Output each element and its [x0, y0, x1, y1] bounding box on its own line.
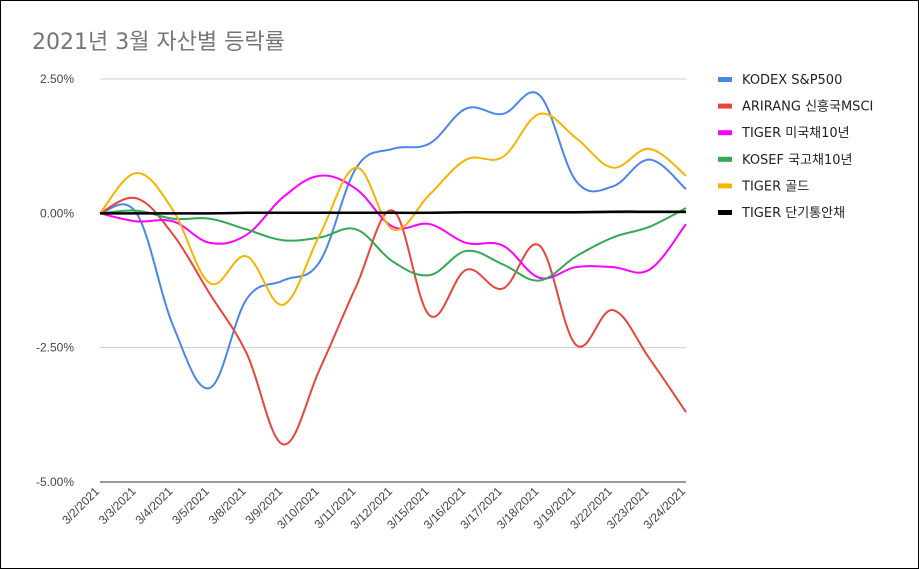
y-tick-label: -5.00% — [36, 475, 74, 489]
y-tick-label: -2.50% — [36, 341, 74, 355]
legend-label: KODEX S&P500 — [742, 73, 842, 88]
x-tick-label: 3/3/2021 — [96, 484, 139, 527]
legend-swatch — [718, 210, 732, 215]
legend-label: TIGER 골드 — [741, 179, 809, 194]
series-line-2 — [99, 174, 687, 280]
legend-label: TIGER 단기통안채 — [741, 206, 845, 221]
x-tick-label: 3/8/2021 — [206, 484, 249, 527]
legend-swatch — [718, 103, 732, 109]
legend: KODEX S&P500 ARIRANG 신흥국MSCI TIGER 미국채10년 K… — [718, 73, 873, 221]
y-axis-ticks: 2.50% 0.00% -2.50% -5.00% — [36, 72, 74, 489]
series-line-3 — [99, 207, 687, 282]
legend-label: ARIRANG 신흥국MSCI — [742, 100, 873, 115]
legend-swatch — [718, 156, 732, 162]
legend-swatch — [718, 130, 732, 136]
gridlines — [100, 78, 686, 483]
series-line-5 — [100, 210, 686, 215]
x-tick-label: 3/2/2021 — [59, 484, 102, 527]
series-line-1 — [99, 196, 687, 446]
x-tick-label: 3/4/2021 — [132, 484, 175, 527]
chart-title: 2021년 3월 자산별 등락률 — [32, 30, 285, 55]
series-lines — [99, 91, 687, 446]
series-line-0 — [99, 91, 687, 390]
y-tick-label: 0.00% — [40, 206, 74, 220]
legend-label: KOSEF 국고채10년 — [742, 153, 853, 168]
legend-swatch — [718, 183, 732, 189]
y-tick-label: 2.50% — [40, 72, 74, 86]
legend-swatch — [718, 77, 732, 82]
legend-label: TIGER 미국채10년 — [741, 126, 850, 141]
x-axis-ticks: 3/2/20213/3/20213/4/20213/5/20213/8/2021… — [59, 484, 688, 532]
x-tick-label: 3/5/2021 — [169, 484, 212, 527]
series-line-4 — [99, 112, 687, 306]
